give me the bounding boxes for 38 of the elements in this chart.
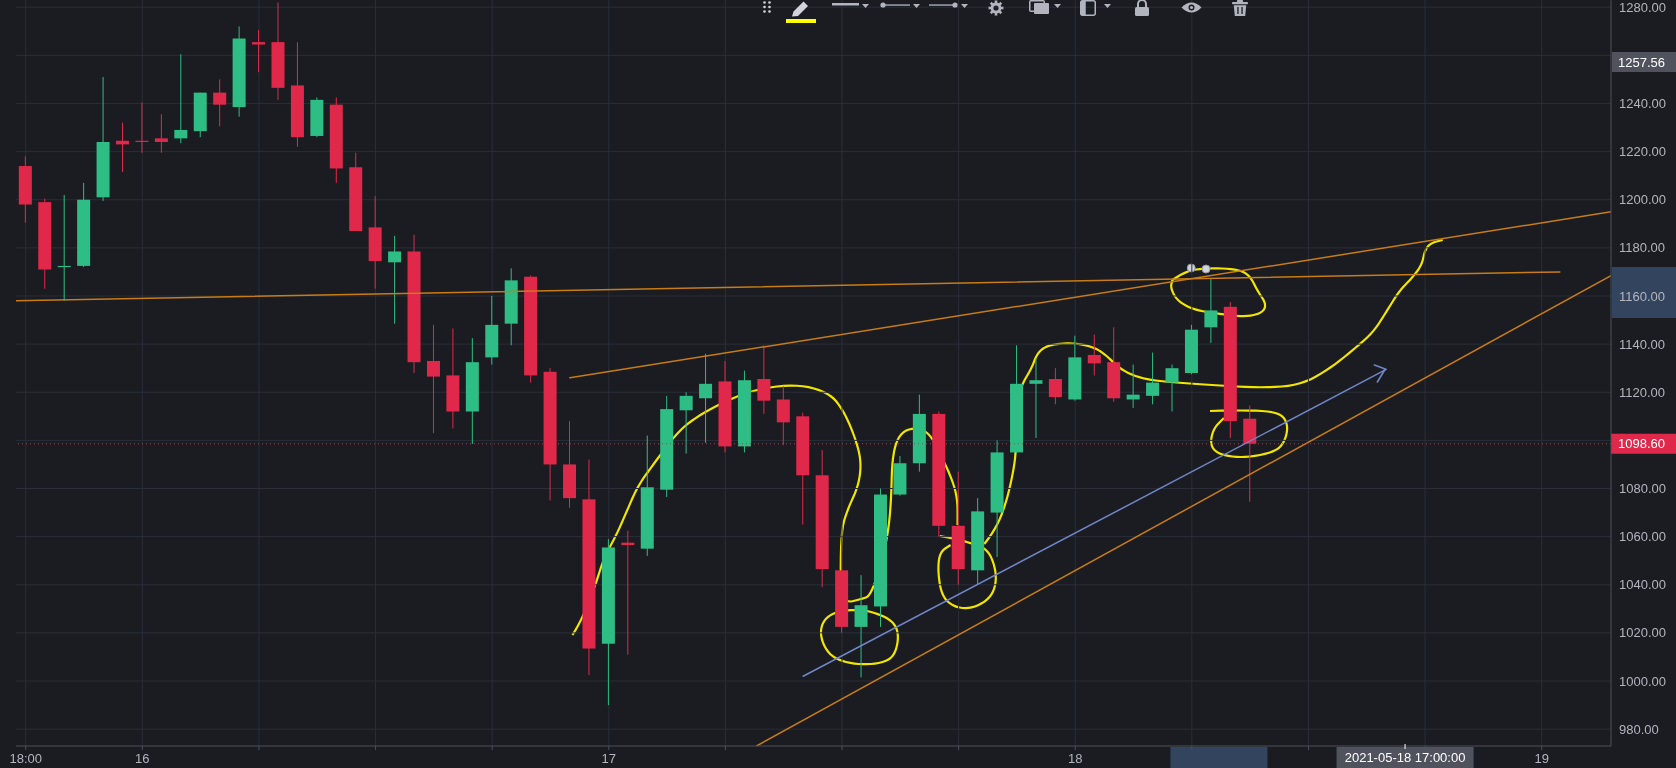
candlestick <box>154 113 168 154</box>
y-tick-label: 1120.00 <box>1619 384 1666 400</box>
y-tick-label: 1020.00 <box>1619 625 1666 641</box>
candlestick <box>679 391 693 455</box>
y-tick-label: 1240.00 <box>1619 96 1666 112</box>
y-tick-label: 1220.00 <box>1619 144 1666 160</box>
candlestick <box>426 324 440 434</box>
x-tick-label: 17 <box>601 751 617 766</box>
y-tick-label: 1140.00 <box>1619 336 1666 352</box>
y-tick-label: 1160.00 <box>1619 288 1666 304</box>
y-tick-label: 1080.00 <box>1619 481 1666 497</box>
candlestick <box>1146 352 1160 405</box>
candlestick <box>174 53 188 144</box>
x-tick-label: 18:00 <box>9 751 42 766</box>
y-tick-label: 1040.00 <box>1619 577 1666 593</box>
y-tick-label: 1200.00 <box>1619 192 1666 208</box>
candlestick <box>1048 367 1062 405</box>
y-tick-label: 980.00 <box>1619 721 1659 737</box>
candlestick <box>1204 278 1218 344</box>
candlestick <box>1029 358 1043 439</box>
candlestick <box>252 29 266 73</box>
x-tick-label: 16 <box>135 751 150 766</box>
y-tick-label: 1280.00 <box>1619 0 1666 15</box>
candlestick <box>1087 334 1101 376</box>
x-tick-label: 19 <box>1534 751 1549 766</box>
candlestick <box>699 353 713 444</box>
candlestick <box>757 344 771 415</box>
y-tick-label: 1060.00 <box>1619 529 1666 545</box>
y-tick-label: 1180.00 <box>1619 240 1666 256</box>
ref-line-label: 1098.60 <box>1618 436 1665 452</box>
x-tick-label: 18 <box>1068 751 1083 766</box>
text: 1257.56 <box>1618 54 1665 70</box>
candlestick <box>213 78 227 127</box>
y-tick-label: 1000.00 <box>1619 673 1666 689</box>
candlestick <box>1165 364 1179 412</box>
text: 2021-05-18 17:00:00 <box>1344 750 1466 765</box>
candlestick <box>854 574 868 678</box>
candlestick <box>388 235 402 325</box>
